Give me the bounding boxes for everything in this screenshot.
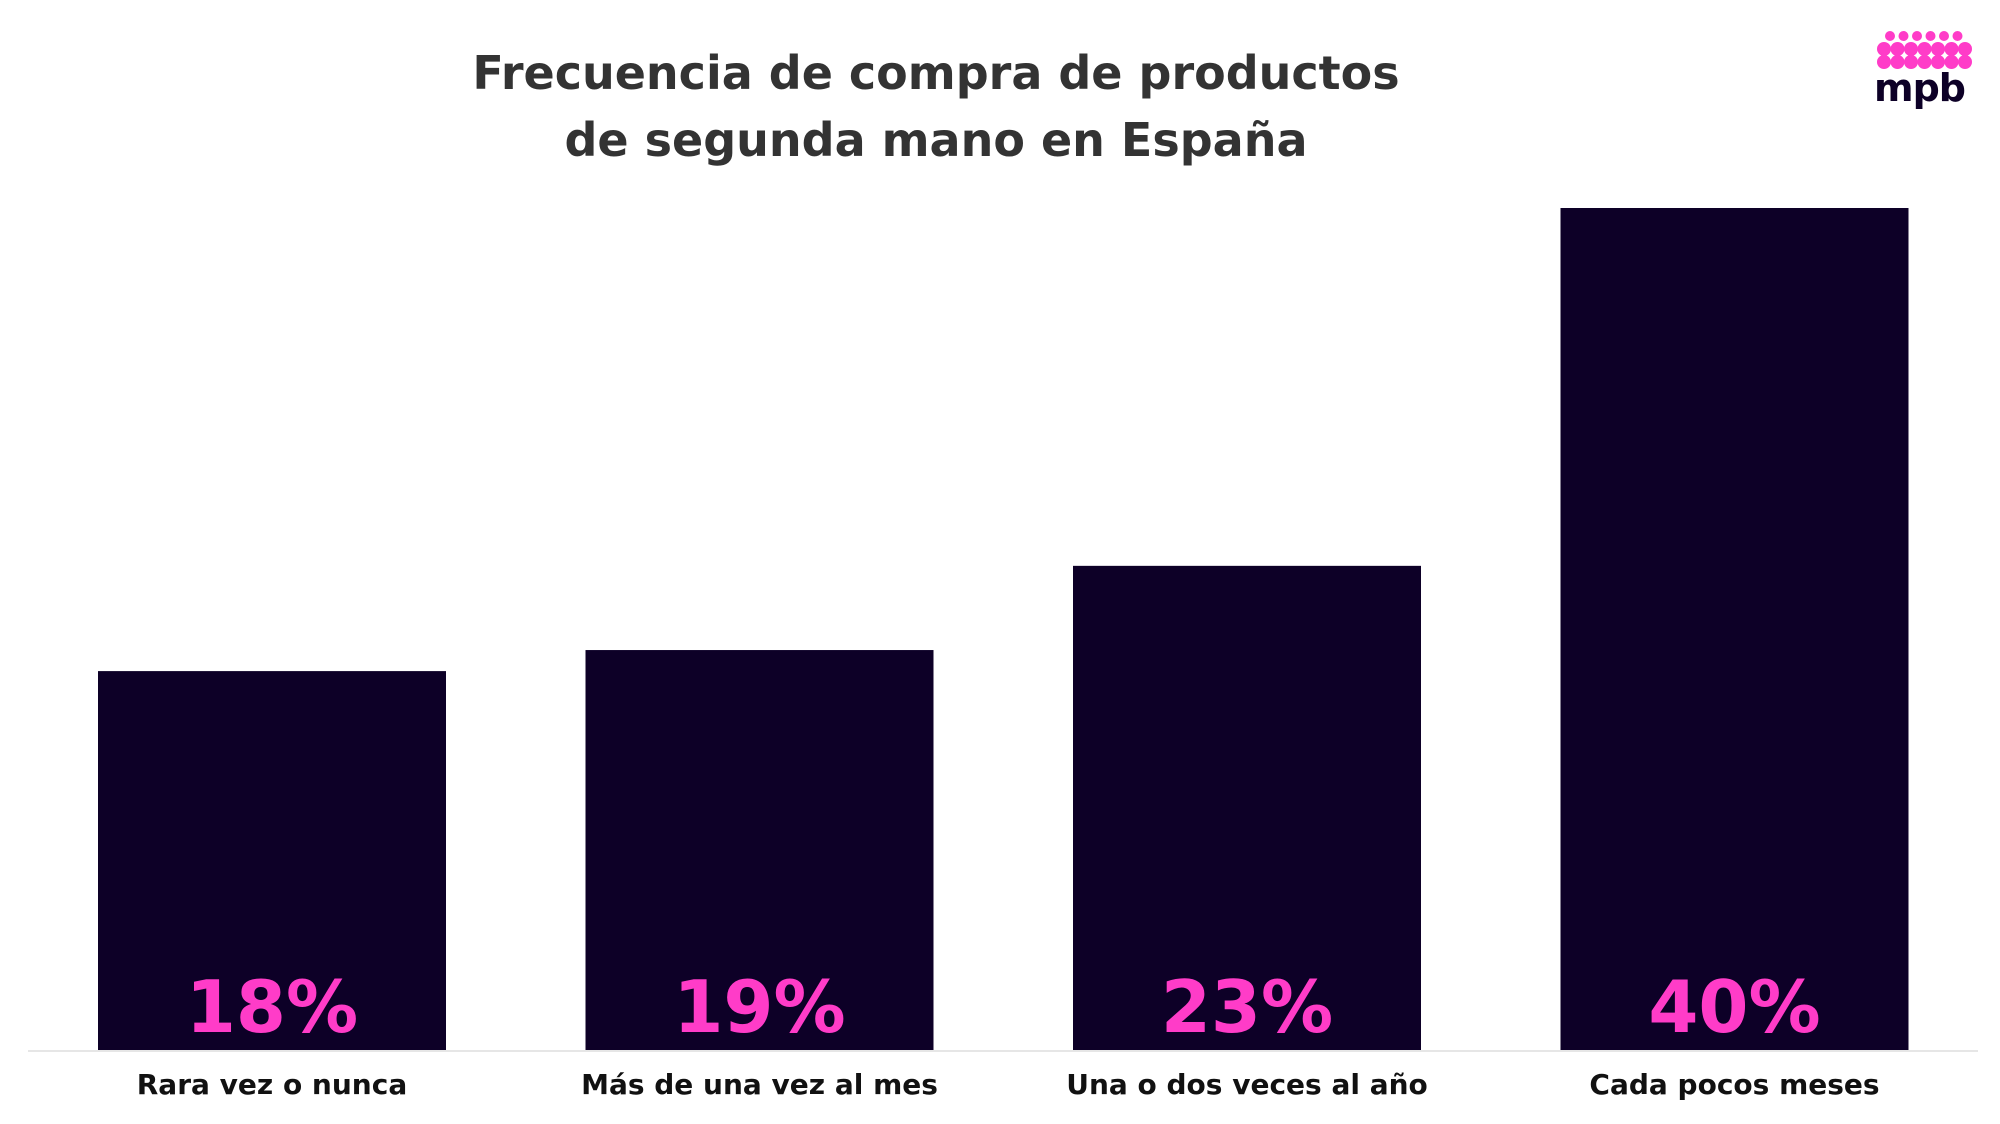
category-label-2: Más de una vez al mes: [581, 1068, 938, 1101]
category-label-4: Cada pocos meses: [1589, 1068, 1879, 1101]
logo-dots-icon: [1877, 31, 1972, 69]
logo-dot: [1952, 31, 1963, 41]
logo-dot: [1904, 42, 1918, 56]
bar-value-label-1: 18%: [186, 965, 358, 1049]
logo-dot: [1898, 31, 1909, 41]
logo-dot: [1917, 55, 1932, 69]
logo-dot: [1925, 31, 1936, 41]
category-label-1: Rara vez o nunca: [137, 1068, 407, 1101]
chart-title-line-2: de segunda mano en España: [564, 113, 1308, 167]
logo-dot: [1939, 31, 1949, 41]
logo-dot: [1877, 55, 1891, 69]
bar-3: [1073, 565, 1421, 1050]
bar-value-label-2: 19%: [673, 965, 845, 1049]
category-label-3: Una o dos veces al año: [1066, 1068, 1428, 1101]
logo-dot: [1944, 55, 1959, 69]
bar-value-label-3: 23%: [1161, 965, 1333, 1049]
logo-dot: [1877, 42, 1891, 56]
logo-dot: [1890, 42, 1905, 56]
logo-dot: [1958, 55, 1972, 69]
logo-dot: [1931, 55, 1945, 69]
bar-4: [1560, 208, 1909, 1050]
logo-dot: [1890, 55, 1905, 69]
bar-1: [98, 671, 446, 1050]
logo-dot: [1931, 42, 1945, 56]
logo-dot: [1917, 42, 1932, 56]
logo-text: mpb: [1874, 66, 1966, 110]
logo-dot: [1912, 31, 1922, 41]
logo-dot: [1944, 42, 1959, 56]
chart-title-line-1: Frecuencia de compra de productos: [472, 46, 1400, 100]
logo-dot: [1958, 42, 1972, 56]
bar-value-label-4: 40%: [1648, 965, 1820, 1049]
bar-2: [585, 650, 934, 1050]
mpb-logo: mpb: [1868, 30, 1978, 112]
logo-dot: [1904, 55, 1918, 69]
logo-dot: [1885, 31, 1895, 41]
